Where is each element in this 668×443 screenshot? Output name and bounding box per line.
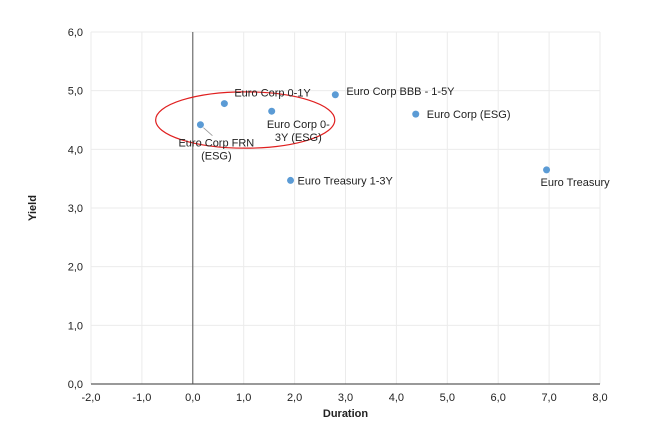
point-label-line: 3Y (ESG) [275, 132, 322, 144]
x-tick-label: 1,0 [236, 392, 251, 404]
y-tick-label: 4,0 [68, 144, 83, 156]
tick-labels: -2,0 -1,0 0,0 1,0 2,0 3,0 4,0 5,0 6,0 7,0 8,0 0,0 1,… [68, 27, 608, 404]
point-label: Euro Corp (ESG) [427, 109, 511, 121]
point-label-line: (ESG) [201, 151, 232, 163]
data-point [543, 166, 551, 174]
data-point [287, 176, 295, 184]
x-tick-label: 2,0 [287, 392, 302, 404]
data-point [196, 121, 204, 129]
point-label-line: Euro Corp 0-1Y [234, 88, 311, 100]
y-tick-label: 0,0 [68, 379, 83, 391]
point-label: Euro Treasury 1-3Y [298, 175, 394, 187]
data-point [220, 100, 228, 108]
x-tick-label: 8,0 [592, 392, 607, 404]
point-label: Euro Treasury [541, 177, 611, 189]
data-point [268, 107, 276, 115]
x-tick-label: 0,0 [185, 392, 200, 404]
y-axis-title: Yield [27, 195, 39, 221]
y-tick-label: 6,0 [68, 27, 83, 39]
x-tick-label: 7,0 [541, 392, 556, 404]
x-tick-label: -1,0 [132, 392, 151, 404]
data-point [331, 91, 339, 99]
data-points: Euro Corp FRN (ESG) Euro Corp 0-1Y Euro Cor… [178, 86, 610, 189]
data-point [412, 110, 420, 118]
point-label-line: Euro Corp FRN [178, 138, 254, 150]
highlight-layer [155, 91, 336, 149]
x-tick-label: 6,0 [491, 392, 506, 404]
point-label-line: Euro Corp 0- [267, 119, 330, 131]
point-label-line: Euro Corp BBB - 1-5Y [346, 86, 455, 98]
point-label: Euro Corp 0-3Y (ESG) [267, 119, 330, 144]
point-label-line: Euro Treasury 1-3Y [298, 175, 394, 187]
highlight-ellipse [155, 91, 336, 149]
y-tick-label: 5,0 [68, 86, 83, 98]
point-label: Euro Corp 0-1Y [234, 88, 311, 100]
point-label-line: Euro Treasury [541, 177, 611, 189]
x-tick-label: 5,0 [440, 392, 455, 404]
x-tick-label: -2,0 [82, 392, 101, 404]
x-tick-label: 4,0 [389, 392, 404, 404]
y-tick-label: 3,0 [68, 203, 83, 215]
x-tick-label: 3,0 [338, 392, 353, 404]
x-axis-title: Duration [323, 408, 369, 420]
point-label: Euro Corp FRN (ESG) [178, 138, 254, 163]
y-tick-label: 1,0 [68, 320, 83, 332]
axis-layer [91, 32, 600, 385]
y-tick-label: 2,0 [68, 262, 83, 274]
label-leader-line [203, 127, 213, 136]
point-label: Euro Corp BBB - 1-5Y [346, 86, 455, 98]
point-label-line: Euro Corp (ESG) [427, 109, 511, 121]
